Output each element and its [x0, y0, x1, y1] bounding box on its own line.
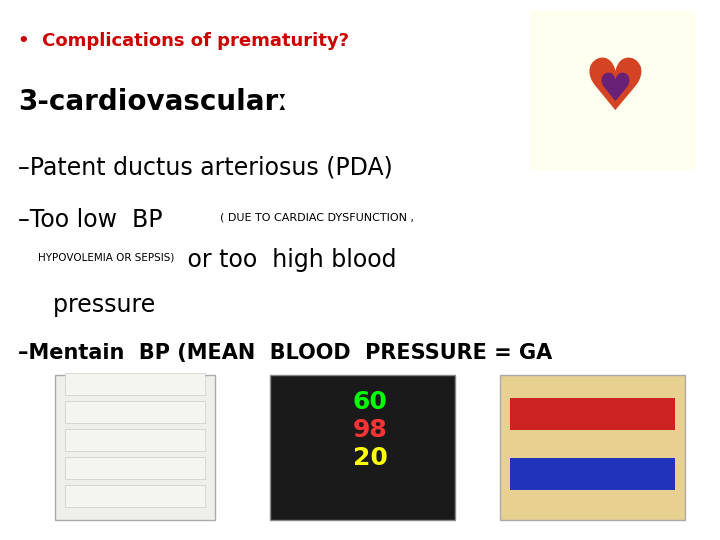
Bar [510, 398, 675, 430]
Text: ( DUE TO CARDIAC DYSFUNCTION ,: ( DUE TO CARDIAC DYSFUNCTION , [220, 213, 414, 223]
Text: –Patent ductus arteriosus (PDA): –Patent ductus arteriosus (PDA) [18, 155, 392, 179]
Bar [55, 375, 215, 520]
Bar [270, 375, 455, 520]
Bar [530, 10, 695, 170]
Text: –Too low  BP: –Too low BP [18, 208, 163, 232]
Bar [65, 429, 205, 451]
Bar [65, 401, 205, 423]
Text: HYPOVOLEMIA OR SEPSIS): HYPOVOLEMIA OR SEPSIS) [38, 252, 174, 262]
Text: pressure: pressure [38, 293, 156, 317]
Text: ♥: ♥ [582, 56, 647, 125]
Text: 60: 60 [353, 390, 387, 414]
Bar [510, 458, 675, 490]
Bar [65, 373, 205, 395]
Text: 20: 20 [353, 446, 387, 470]
Bar [65, 457, 205, 479]
Text: or too  high blood: or too high blood [180, 248, 397, 272]
Bar [65, 485, 205, 507]
Text: 3-cardiovascularː: 3-cardiovascularː [18, 88, 287, 116]
Text: –Mentain  BP (MEAN  BLOOD  PRESSURE = GA: –Mentain BP (MEAN BLOOD PRESSURE = GA [18, 343, 552, 363]
Text: ♥: ♥ [598, 71, 632, 109]
Bar [500, 375, 685, 520]
Text: •  Complications of prematurity?: • Complications of prematurity? [18, 32, 349, 50]
Text: 98: 98 [353, 418, 387, 442]
